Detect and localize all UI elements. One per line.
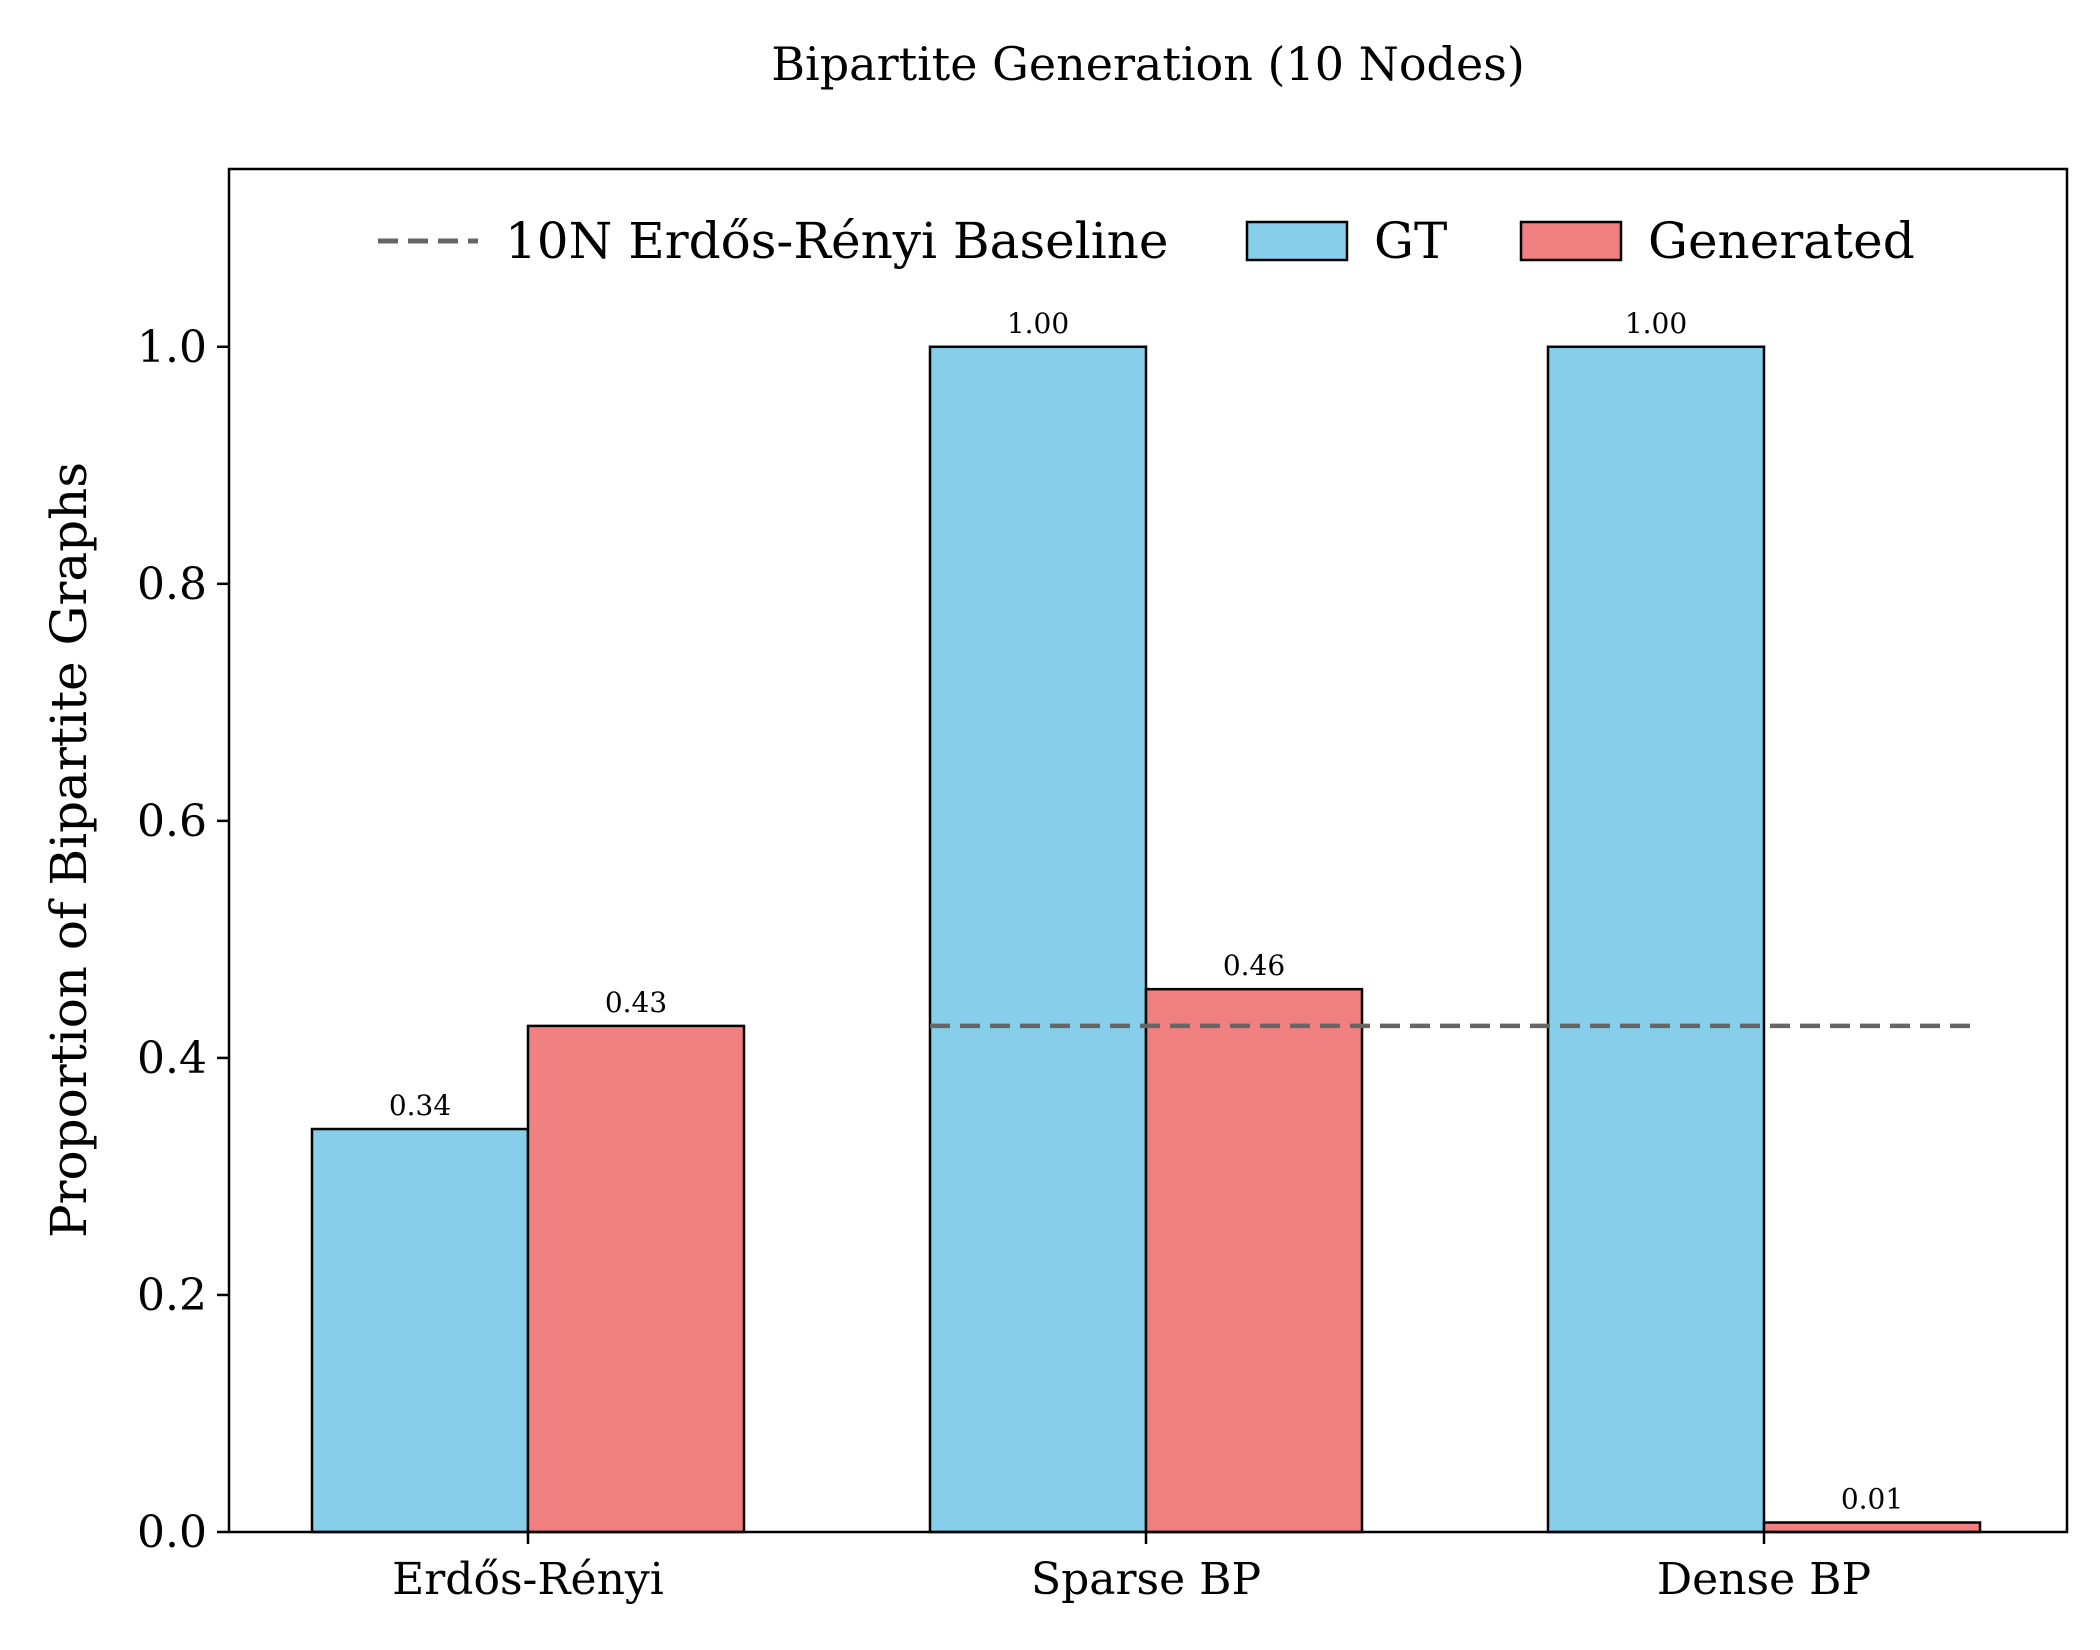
plot-frame bbox=[227, 167, 2069, 1534]
bar-gt-dense-bp bbox=[1546, 345, 1766, 1534]
bar-generated-erdos-renyi-value-label: 0.43 bbox=[605, 986, 667, 1019]
bar-generated-erdos-renyi bbox=[526, 1024, 746, 1534]
y-axis-label: Proportion of Bipartite Graphs bbox=[40, 462, 98, 1238]
y-tick-label: 0.0 bbox=[137, 1507, 207, 1558]
legend-label-generated: Generated bbox=[1648, 212, 1915, 270]
bar-gt-sparse-bp-value-label: 1.00 bbox=[1007, 307, 1069, 340]
legend-gt-swatch bbox=[1245, 220, 1349, 262]
bar-generated-dense-bp bbox=[1762, 1521, 1982, 1534]
bar-gt-dense-bp-value-label: 1.00 bbox=[1625, 307, 1687, 340]
x-tick-label-dense-bp: Dense BP bbox=[1657, 1554, 1871, 1605]
bar-gt-erdos-renyi bbox=[310, 1127, 530, 1534]
x-axis: Erdős-Rényi Sparse BP Dense BP bbox=[392, 1532, 1871, 1605]
bar-gt-sparse-bp bbox=[928, 345, 1148, 1534]
y-tick-label: 0.6 bbox=[137, 796, 207, 847]
bar-generated-sparse-bp bbox=[1144, 987, 1364, 1534]
x-tick-label-sparse-bp: Sparse BP bbox=[1031, 1554, 1261, 1605]
x-tick-label-erdos-renyi: Erdős-Rényi bbox=[392, 1554, 664, 1605]
y-tick-label: 1.0 bbox=[137, 322, 207, 373]
bar-gt-erdos-renyi-value-label: 0.34 bbox=[389, 1089, 451, 1122]
y-axis: 0.0 0.2 0.4 0.6 0.8 1.0 bbox=[137, 322, 229, 1558]
chart-title: Bipartite Generation (10 Nodes) bbox=[771, 37, 1525, 91]
y-tick-label: 0.2 bbox=[137, 1270, 207, 1321]
bar-generated-sparse-bp-value-label: 0.46 bbox=[1223, 949, 1285, 982]
legend-label-baseline: 10N Erdős-Rényi Baseline bbox=[505, 212, 1168, 270]
legend: 10N Erdős-Rényi Baseline GT Generated bbox=[378, 212, 1915, 270]
bars-layer: 0.34 0.43 1.00 0.46 1.00 0.01 bbox=[310, 307, 1982, 1534]
bar-generated-dense-bp-value-label: 0.01 bbox=[1841, 1483, 1903, 1516]
legend-label-gt: GT bbox=[1374, 212, 1447, 270]
y-tick-label: 0.8 bbox=[137, 559, 207, 610]
y-tick-label: 0.4 bbox=[137, 1033, 207, 1084]
legend-generated-swatch bbox=[1519, 220, 1623, 262]
